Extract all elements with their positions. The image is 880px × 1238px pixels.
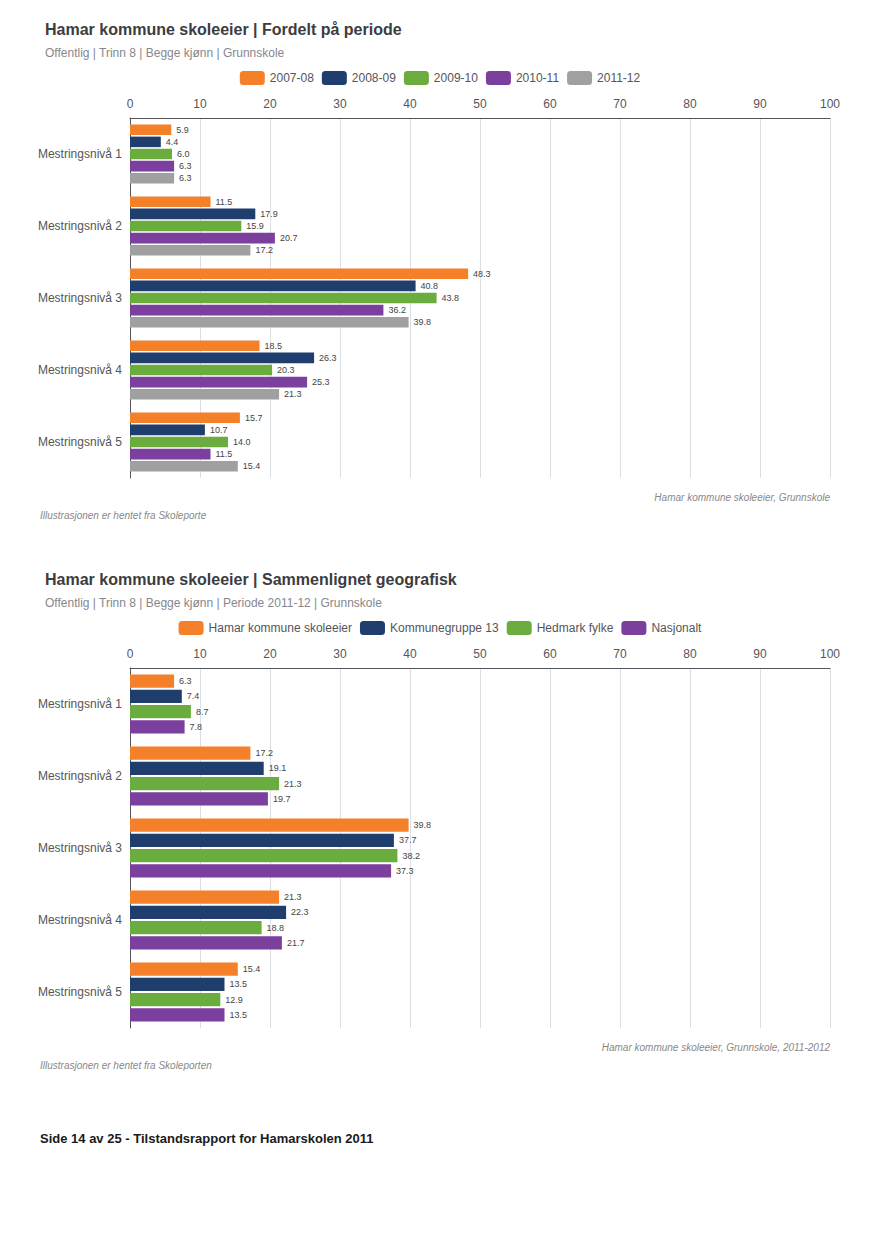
svg-text:37.7: 37.7 xyxy=(399,835,417,845)
svg-text:22.3: 22.3 xyxy=(291,907,309,917)
svg-text:90: 90 xyxy=(753,647,767,661)
svg-text:10: 10 xyxy=(193,97,207,111)
svg-text:80: 80 xyxy=(683,97,697,111)
svg-text:8.7: 8.7 xyxy=(196,707,209,717)
svg-text:40: 40 xyxy=(403,647,417,661)
svg-text:Mestringsnivå 1: Mestringsnivå 1 xyxy=(38,697,122,711)
svg-text:26.3: 26.3 xyxy=(319,353,337,363)
svg-text:Hamar kommune skoleeier | Samm: Hamar kommune skoleeier | Sammenlignet g… xyxy=(45,571,457,588)
svg-text:7.4: 7.4 xyxy=(187,691,200,701)
svg-text:0: 0 xyxy=(127,97,134,111)
svg-text:20: 20 xyxy=(263,647,277,661)
svg-text:60: 60 xyxy=(543,647,557,661)
svg-text:70: 70 xyxy=(613,647,627,661)
svg-text:6.0: 6.0 xyxy=(177,149,190,159)
svg-text:14.0: 14.0 xyxy=(233,437,251,447)
svg-text:17.2: 17.2 xyxy=(255,748,273,758)
svg-text:Hamar kommune skoleeier, Grunn: Hamar kommune skoleeier, Grunnskole xyxy=(654,492,830,503)
svg-text:100: 100 xyxy=(820,647,840,661)
svg-text:Kommunegruppe 13: Kommunegruppe 13 xyxy=(390,621,499,635)
svg-text:10.7: 10.7 xyxy=(210,425,228,435)
svg-text:50: 50 xyxy=(473,97,487,111)
svg-text:17.9: 17.9 xyxy=(260,209,278,219)
svg-text:18.8: 18.8 xyxy=(267,923,285,933)
svg-text:Offentlig | Trinn 8 | Begge kj: Offentlig | Trinn 8 | Begge kjønn | Grun… xyxy=(45,46,285,60)
svg-text:19.7: 19.7 xyxy=(273,794,291,804)
svg-text:2008-09: 2008-09 xyxy=(352,71,396,85)
svg-text:Illustrasjonen er hentet fra S: Illustrasjonen er hentet fra Skoleporten xyxy=(40,1060,212,1071)
svg-text:2010-11: 2010-11 xyxy=(516,71,559,85)
svg-text:20.7: 20.7 xyxy=(280,233,298,243)
svg-text:15.7: 15.7 xyxy=(245,413,263,423)
svg-text:Nasjonalt: Nasjonalt xyxy=(651,621,702,635)
svg-text:100: 100 xyxy=(820,97,840,111)
svg-text:Hedmark fylke: Hedmark fylke xyxy=(537,621,614,635)
svg-text:Side 14 av 25 - Tilstandsrappo: Side 14 av 25 - Tilstandsrapport for Ham… xyxy=(40,1131,374,1146)
svg-text:2009-10: 2009-10 xyxy=(434,71,478,85)
svg-text:39.8: 39.8 xyxy=(414,820,432,830)
svg-text:2011-12: 2011-12 xyxy=(597,71,640,85)
svg-text:Mestringsnivå 1: Mestringsnivå 1 xyxy=(38,147,122,161)
svg-text:Mestringsnivå 4: Mestringsnivå 4 xyxy=(38,913,122,927)
svg-text:20: 20 xyxy=(263,97,277,111)
svg-text:37.3: 37.3 xyxy=(396,866,414,876)
svg-text:4.4: 4.4 xyxy=(166,137,179,147)
svg-text:Hamar kommune skoleeier | Ford: Hamar kommune skoleeier | Fordelt på per… xyxy=(45,21,402,38)
svg-text:70: 70 xyxy=(613,97,627,111)
svg-text:13.5: 13.5 xyxy=(230,979,248,989)
svg-text:30: 30 xyxy=(333,97,347,111)
svg-text:21.3: 21.3 xyxy=(284,779,302,789)
svg-text:Mestringsnivå 2: Mestringsnivå 2 xyxy=(38,219,122,233)
svg-text:Hamar kommune skoleeier, Grunn: Hamar kommune skoleeier, Grunnskole, 201… xyxy=(602,1042,831,1053)
svg-text:21.3: 21.3 xyxy=(284,892,302,902)
svg-text:21.3: 21.3 xyxy=(284,389,302,399)
svg-text:10: 10 xyxy=(193,647,207,661)
svg-text:50: 50 xyxy=(473,647,487,661)
svg-text:6.3: 6.3 xyxy=(179,173,192,183)
svg-text:11.5: 11.5 xyxy=(216,197,233,207)
svg-text:6.3: 6.3 xyxy=(179,676,192,686)
svg-text:2007-08: 2007-08 xyxy=(270,71,314,85)
svg-text:Hamar kommune skoleeier: Hamar kommune skoleeier xyxy=(209,621,352,635)
svg-text:36.2: 36.2 xyxy=(388,305,406,315)
svg-text:11.5: 11.5 xyxy=(216,449,233,459)
svg-text:80: 80 xyxy=(683,647,697,661)
svg-text:20.3: 20.3 xyxy=(277,365,295,375)
svg-text:19.1: 19.1 xyxy=(269,763,287,773)
svg-text:15.4: 15.4 xyxy=(243,964,261,974)
svg-text:13.5: 13.5 xyxy=(230,1010,248,1020)
svg-text:60: 60 xyxy=(543,97,557,111)
svg-text:21.7: 21.7 xyxy=(287,938,305,948)
svg-text:Mestringsnivå 4: Mestringsnivå 4 xyxy=(38,363,122,377)
svg-text:39.8: 39.8 xyxy=(414,317,432,327)
svg-text:Mestringsnivå 5: Mestringsnivå 5 xyxy=(38,985,122,999)
svg-text:40: 40 xyxy=(403,97,417,111)
svg-text:7.8: 7.8 xyxy=(190,722,203,732)
svg-text:Mestringsnivå 3: Mestringsnivå 3 xyxy=(38,291,122,305)
svg-text:5.9: 5.9 xyxy=(176,125,189,135)
svg-text:Illustrasjonen er hentet fra S: Illustrasjonen er hentet fra Skoleporte xyxy=(40,510,207,521)
svg-text:Mestringsnivå 2: Mestringsnivå 2 xyxy=(38,769,122,783)
svg-text:18.5: 18.5 xyxy=(265,341,283,351)
svg-text:40.8: 40.8 xyxy=(421,281,439,291)
svg-text:6.3: 6.3 xyxy=(179,161,192,171)
svg-text:90: 90 xyxy=(753,97,767,111)
svg-text:17.2: 17.2 xyxy=(255,245,273,255)
svg-text:25.3: 25.3 xyxy=(312,377,330,387)
svg-text:48.3: 48.3 xyxy=(473,269,491,279)
svg-text:Mestringsnivå 3: Mestringsnivå 3 xyxy=(38,841,122,855)
svg-text:12.9: 12.9 xyxy=(225,995,243,1005)
svg-text:43.8: 43.8 xyxy=(442,293,460,303)
svg-text:15.4: 15.4 xyxy=(243,461,261,471)
svg-text:Offentlig | Trinn 8 | Begge kj: Offentlig | Trinn 8 | Begge kjønn | Peri… xyxy=(45,596,382,610)
svg-text:38.2: 38.2 xyxy=(402,851,420,861)
svg-text:15.9: 15.9 xyxy=(246,221,264,231)
svg-text:30: 30 xyxy=(333,647,347,661)
svg-text:0: 0 xyxy=(127,647,134,661)
svg-text:Mestringsnivå 5: Mestringsnivå 5 xyxy=(38,435,122,449)
